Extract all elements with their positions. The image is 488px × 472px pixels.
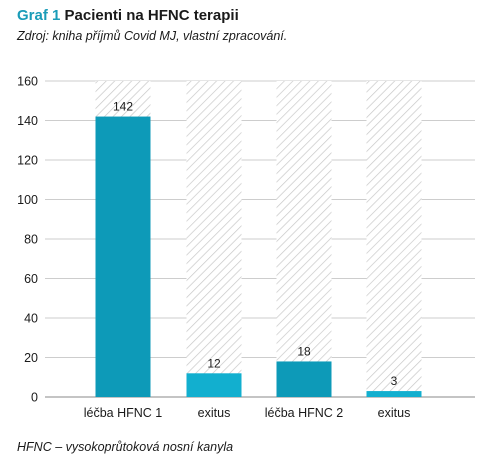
chart-footnote: HFNC – vysokoprůtoková nosní kanyla <box>17 440 234 454</box>
figure-title: Pacienti na HFNC terapii <box>64 7 239 24</box>
y-tick-label: 60 <box>24 272 38 286</box>
chart-title: Graf 1 Pacienti na HFNC terapii <box>17 7 239 24</box>
y-tick-label: 120 <box>17 154 38 168</box>
y-tick-label: 100 <box>17 193 38 207</box>
chart-source: Zdroj: kniha příjmů Covid MJ, vlastní zp… <box>17 29 288 43</box>
x-category-label: léčba HFNC 1 <box>84 406 163 420</box>
bar-background-hatch <box>366 81 422 397</box>
bar-background-hatch <box>276 81 332 397</box>
bar-value-label: 18 <box>297 344 311 358</box>
bar-background-hatch <box>186 81 242 397</box>
x-category-label: exitus <box>198 406 231 420</box>
y-tick-label: 160 <box>17 75 38 89</box>
y-tick-label: 80 <box>24 233 38 247</box>
bar-value-label: 142 <box>113 100 133 114</box>
bar <box>95 116 151 398</box>
bar <box>276 361 332 397</box>
bar <box>186 373 242 397</box>
figure-label: Graf 1 <box>17 7 61 24</box>
y-tick-label: 40 <box>24 312 38 326</box>
x-category-label: léčba HFNC 2 <box>265 406 344 420</box>
bar-value-label: 12 <box>207 356 221 370</box>
x-category-label: exitus <box>378 406 411 420</box>
y-tick-label: 140 <box>17 114 38 128</box>
y-tick-label: 20 <box>24 351 38 365</box>
bar-value-label: 3 <box>391 374 398 388</box>
bar <box>366 391 422 397</box>
y-tick-label: 0 <box>31 391 38 405</box>
